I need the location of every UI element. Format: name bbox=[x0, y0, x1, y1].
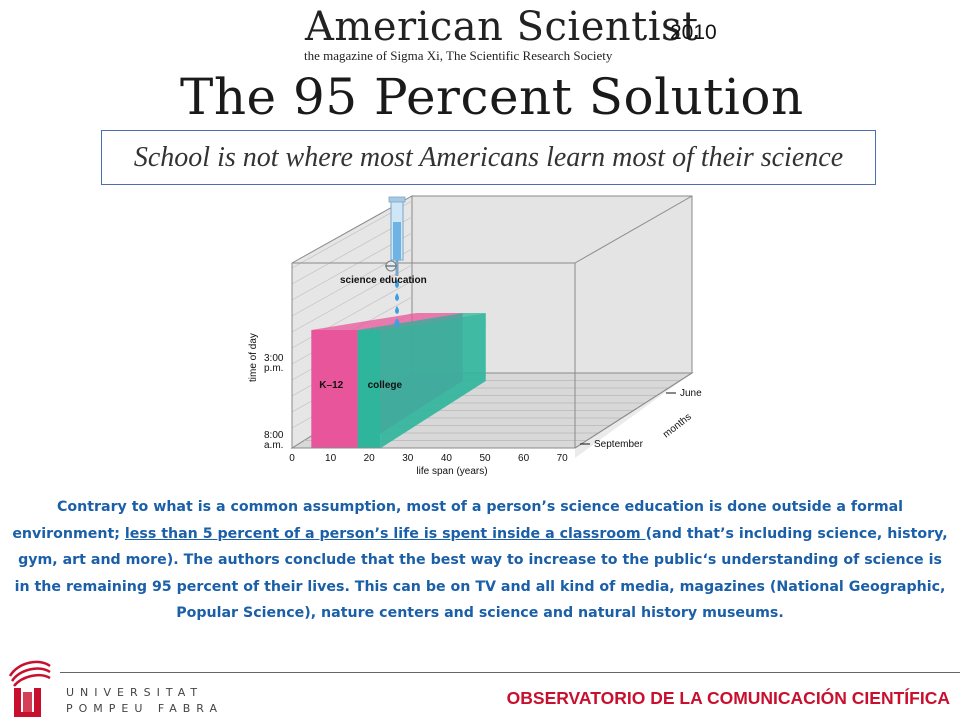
z-ticks: September June bbox=[580, 388, 702, 450]
z-axis-label: months bbox=[661, 412, 694, 441]
y-ticks: 8:00a.m. 3:00p.m. bbox=[264, 353, 284, 451]
x-ticks: 0 10 20 30 40 50 60 70 bbox=[289, 453, 568, 464]
body-paragraph: Contrary to what is a common assumption,… bbox=[12, 494, 948, 627]
body-part-1: Contrary to what is a common assumption,… bbox=[12, 499, 904, 542]
tagline: School is not where most Americans learn… bbox=[133, 141, 844, 173]
x-tick-label: 50 bbox=[479, 453, 491, 464]
segment-front-0 bbox=[311, 330, 358, 448]
university-name-line1: UNIVERSITAT bbox=[66, 686, 204, 699]
y-tick-label-suffix: p.m. bbox=[264, 363, 283, 374]
x-tick-label: 70 bbox=[557, 453, 569, 464]
x-tick-label: 20 bbox=[364, 453, 376, 464]
segment-front-1 bbox=[357, 330, 381, 448]
year-label: 2010 bbox=[670, 21, 717, 44]
chart-front-frame bbox=[291, 195, 693, 449]
z-tick-label: June bbox=[680, 388, 702, 399]
page-headline: The 95 Percent Solution bbox=[180, 68, 804, 126]
body-part-2: (and that’s including science, history, … bbox=[14, 525, 948, 622]
y-tick-label-suffix: a.m. bbox=[264, 440, 283, 451]
segments-layer: K–12 college bbox=[311, 313, 486, 448]
x-axis-label: life span (years) bbox=[416, 466, 487, 477]
life-span-chart: K–12 college science education time of da… bbox=[248, 195, 702, 477]
footer-divider bbox=[60, 672, 960, 673]
annotation-science-education: science education bbox=[340, 275, 427, 286]
x-tick-label: 60 bbox=[518, 453, 530, 464]
x-tick-label: 0 bbox=[289, 453, 295, 464]
y-axis-label: time of day bbox=[248, 333, 259, 382]
university-name-line2: POMPEU FABRA bbox=[66, 702, 224, 715]
wall-grid-line bbox=[291, 264, 413, 333]
segment-top-1 bbox=[357, 313, 486, 330]
z-tick-label: September bbox=[594, 439, 644, 450]
segment-side-1 bbox=[380, 313, 486, 448]
tagline-box: School is not where most Americans learn… bbox=[101, 130, 876, 185]
x-tick-label: 10 bbox=[325, 453, 337, 464]
x-tick-label: 30 bbox=[402, 453, 414, 464]
burette-icon bbox=[385, 196, 406, 327]
upf-logo-icon bbox=[8, 660, 51, 717]
x-tick-label: 40 bbox=[441, 453, 453, 464]
segment-label-1: college bbox=[368, 380, 403, 391]
y-tick-label: 8:00 bbox=[264, 430, 284, 441]
y-tick-label: 3:00 bbox=[264, 353, 284, 364]
masthead-title: American Scientist bbox=[305, 4, 699, 50]
observatory-name: OBSERVATORIO DE LA COMUNICACIÓN CIENTÍFI… bbox=[506, 688, 950, 708]
segment-label-0: K–12 bbox=[319, 380, 343, 391]
masthead-subtitle: the magazine of Sigma Xi, The Scientific… bbox=[304, 48, 613, 63]
body-underlined-claim: less than 5 percent of a person’s life i… bbox=[124, 525, 646, 542]
segment-top-0 bbox=[311, 313, 463, 330]
